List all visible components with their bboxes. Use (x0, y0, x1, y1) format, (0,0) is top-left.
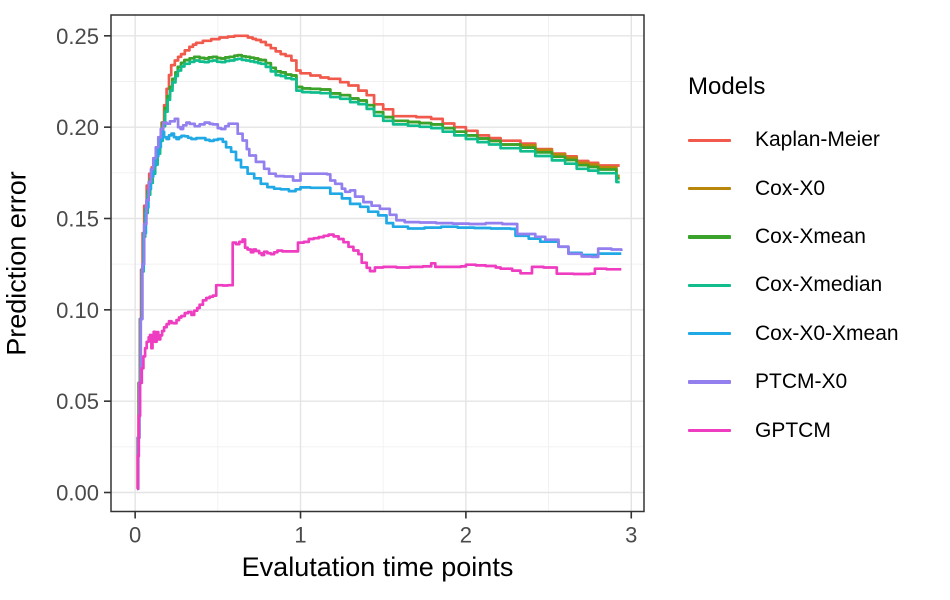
x-tick-label: 3 (625, 523, 637, 548)
series-line-cox-x0 (136, 53, 620, 491)
legend: Models Kaplan-Meier Cox-X0 Cox-Xmean Cox… (688, 70, 899, 455)
legend-item-gptcm: GPTCM (688, 406, 899, 454)
y-tick-label: 0.15 (56, 206, 99, 231)
legend-key-line-kaplan-meier (688, 138, 731, 142)
legend-key-line-ptcm-x0 (688, 380, 731, 384)
legend-item-cox-x0-xmean: Cox-X0-Xmean (688, 310, 899, 358)
series-line-ptcm-x0 (136, 117, 623, 491)
legend-item-cox-xmedian: Cox-Xmedian (688, 261, 899, 309)
x-tick-label: 0 (129, 523, 141, 548)
legend-item-kaplan-meier: Kaplan-Meier (688, 116, 899, 164)
legend-key-line-cox-x0 (688, 186, 731, 191)
legend-key-line-cox-xmean (688, 235, 731, 239)
x-axis-title: Evalutation time points (241, 552, 514, 582)
legend-item-label: GPTCM (755, 418, 831, 442)
legend-key-line-cox-x0-xmean (688, 332, 731, 336)
legend-key-line-cox-xmedian (688, 283, 731, 288)
series-line-cox-xmean (136, 53, 620, 491)
x-tick-label: 1 (294, 523, 306, 548)
legend-item-label: Cox-Xmedian (755, 273, 883, 297)
legend-item-label: Kaplan-Meier (755, 128, 880, 152)
y-tick-label: 0.10 (56, 298, 99, 323)
y-tick-label: 0.25 (56, 24, 99, 49)
legend-item-ptcm-x0: PTCM-X0 (688, 358, 899, 406)
legend-item-label: PTCM-X0 (755, 370, 848, 394)
series-line-gptcm (136, 233, 622, 491)
legend-item-cox-x0: Cox-X0 (688, 164, 899, 212)
panel-border (110, 14, 645, 513)
series-line-cox-xmedian (136, 57, 620, 491)
y-axis-title: Prediction error (1, 171, 32, 356)
legend-title: Models (688, 73, 766, 100)
y-tick-label: 0.20 (56, 115, 99, 140)
y-tick-label: 0.00 (56, 481, 99, 506)
series-line-kaplan-meier (136, 34, 620, 491)
legend-key-line-gptcm (688, 428, 731, 433)
x-tick-label: 2 (460, 523, 472, 548)
legend-item-label: Cox-Xmean (755, 224, 866, 248)
y-tick-label: 0.05 (56, 389, 99, 414)
legend-item-cox-xmean: Cox-Xmean (688, 213, 899, 261)
legend-item-label: Cox-X0 (755, 176, 826, 200)
legend-item-label: Cox-X0-Xmean (755, 321, 899, 345)
